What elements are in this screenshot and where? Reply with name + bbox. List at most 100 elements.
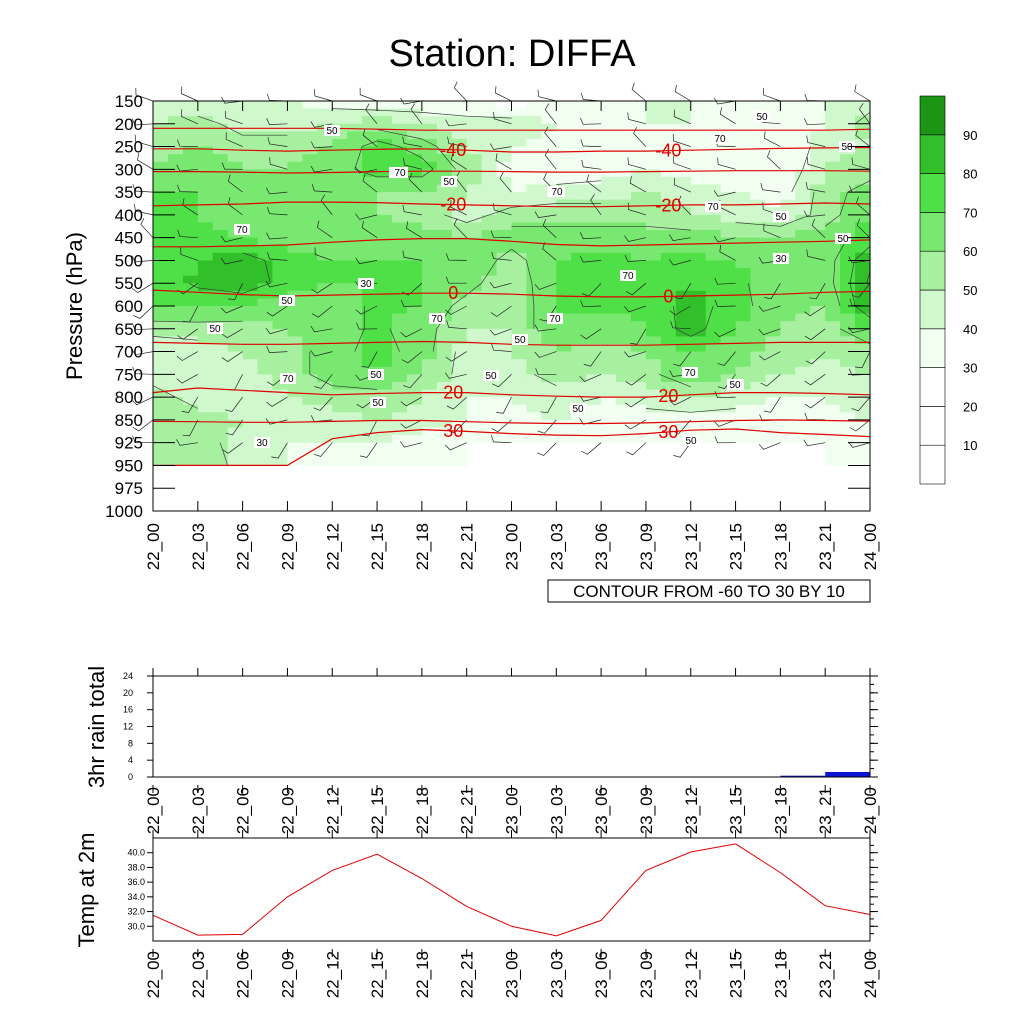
- temp2m-time-axis: 22_00 22_03 22_06 22_09 22_12 22_15 22_18 22_21…: [144, 830, 880, 998]
- humidity-cell: [556, 359, 572, 368]
- humidity-cell: [436, 108, 453, 117]
- wind-barb: [804, 328, 826, 341]
- humidity-cell: [242, 450, 259, 459]
- humidity-cell: [541, 207, 557, 216]
- humidity-cell: [242, 169, 259, 178]
- wind-barb: [805, 351, 826, 365]
- time-tick-label: 22_03: [189, 787, 208, 834]
- wind-barb: [444, 372, 467, 379]
- humidity-cell: [601, 268, 617, 277]
- humidity-cell: [855, 298, 871, 307]
- wind-barb: [400, 419, 423, 429]
- humidity-cell: [496, 389, 513, 398]
- wind-barb: [225, 419, 243, 436]
- humidity-cell: [436, 336, 453, 345]
- humidity-cell: [227, 359, 244, 368]
- humidity-cell: [242, 161, 259, 170]
- humidity-cell: [586, 207, 602, 216]
- humidity-cell: [182, 306, 199, 315]
- humidity-cell: [855, 230, 871, 239]
- humidity-cell: [795, 275, 811, 284]
- humidity-cell: [317, 199, 333, 208]
- humidity-cell: [616, 237, 632, 246]
- humidity-cell: [556, 146, 572, 155]
- wind-barb: [221, 328, 243, 339]
- humidity-cell: [182, 328, 199, 337]
- humidity-cell: [526, 176, 542, 186]
- humidity-cell: [601, 207, 617, 216]
- humidity-cell: [242, 419, 259, 429]
- humidity-cell: [675, 336, 692, 345]
- humidity-cell: [421, 131, 438, 140]
- humidity-cell: [690, 343, 707, 353]
- pressure-tick-label: 850: [115, 411, 143, 430]
- humidity-cell: [601, 123, 617, 132]
- humidity-cell: [392, 214, 408, 224]
- wind-barb: [314, 374, 333, 389]
- humidity-cell: [302, 116, 318, 125]
- humidity-cell: [645, 397, 662, 406]
- humidity-cell: [466, 214, 483, 224]
- humidity-cell: [675, 176, 692, 186]
- humidity-cell: [780, 138, 796, 148]
- humidity-cell: [332, 306, 348, 315]
- rain-tick-label: 0: [128, 772, 133, 782]
- humidity-cell: [675, 131, 692, 140]
- humidity-cell: [332, 435, 348, 444]
- humidity-cell: [332, 268, 348, 277]
- humidity-cell: [556, 397, 572, 406]
- humidity-cell: [451, 252, 468, 262]
- humidity-cell: [690, 138, 707, 148]
- humidity-cell: [153, 101, 169, 110]
- humidity-cell: [601, 374, 617, 383]
- wind-barb: [811, 218, 826, 238]
- humidity-cell: [511, 442, 528, 451]
- humidity-cell: [810, 442, 826, 451]
- humidity-cell: [436, 457, 453, 467]
- humidity-cell: [167, 343, 184, 353]
- humidity-cell: [466, 366, 483, 375]
- humidity-cell: [212, 260, 229, 269]
- wind-barb: [310, 141, 333, 149]
- humidity-cell: [825, 419, 841, 429]
- humidity-cell: [795, 116, 811, 125]
- humidity-cell: [616, 283, 632, 292]
- humidity-cell: [392, 366, 408, 375]
- humidity-cell: [571, 321, 587, 330]
- humidity-cell: [496, 237, 513, 246]
- humidity-cell: [466, 237, 483, 246]
- pressure-tick-label: 975: [115, 479, 143, 498]
- humidity-cell: [167, 207, 184, 216]
- humidity-cell: [153, 389, 169, 398]
- pressure-tick-label: 700: [115, 343, 143, 362]
- humidity-cell: [556, 138, 572, 148]
- humidity-cell: [735, 222, 752, 231]
- humidity-cell: [317, 381, 333, 391]
- humidity-cell: [332, 412, 348, 421]
- humidity-cell: [272, 199, 289, 208]
- humidity-cell: [720, 336, 737, 345]
- humidity-cell: [780, 101, 796, 110]
- humidity-cell: [227, 237, 244, 246]
- humidity-cell: [675, 283, 692, 292]
- humidity-cell: [840, 252, 856, 262]
- humidity-cell: [810, 275, 826, 284]
- humidity-cell: [765, 108, 781, 117]
- temp2m-tick-label: 36.0: [127, 877, 145, 887]
- humidity-cell: [227, 366, 244, 375]
- humidity-label-bg: [754, 111, 770, 122]
- pressure-tick-label: 600: [115, 297, 143, 316]
- humidity-cell: [675, 169, 692, 178]
- humidity-contour-label: 50: [572, 404, 584, 415]
- humidity-cell: [825, 146, 841, 155]
- humidity-cell: [317, 138, 333, 148]
- humidity-cell: [855, 252, 871, 262]
- wind-barb: [265, 187, 288, 195]
- humidity-cell: [810, 397, 826, 406]
- humidity-cell: [392, 108, 408, 117]
- wind-barb: [406, 221, 423, 238]
- humidity-cell: [571, 450, 587, 459]
- humidity-cell: [377, 381, 393, 391]
- humidity-cell: [212, 131, 229, 140]
